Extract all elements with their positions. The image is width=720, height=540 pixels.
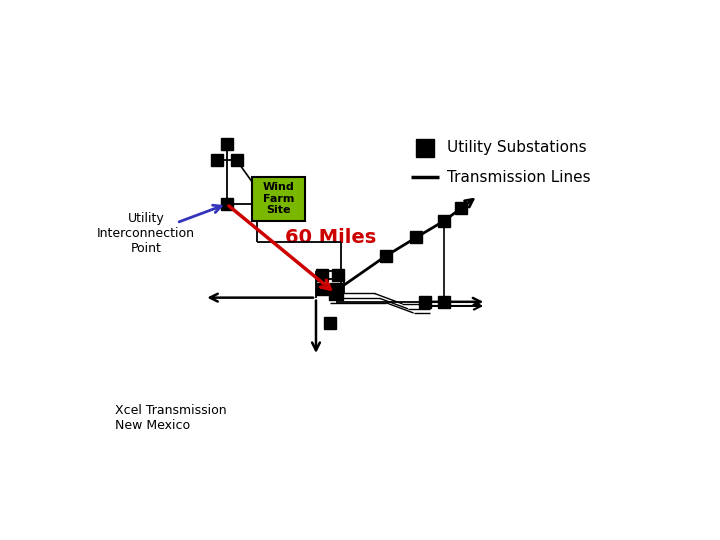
FancyBboxPatch shape [252, 177, 305, 221]
Text: Wind
Farm
Site: Wind Farm Site [263, 183, 294, 215]
Text: Xcel Transmission
New Mexico: Xcel Transmission New Mexico [115, 404, 227, 431]
Text: Utility Substations: Utility Substations [447, 140, 587, 156]
Text: Utility
Interconnection
Point: Utility Interconnection Point [96, 212, 195, 255]
Text: 60 Miles: 60 Miles [285, 228, 377, 247]
Text: Transmission Lines: Transmission Lines [447, 170, 590, 185]
